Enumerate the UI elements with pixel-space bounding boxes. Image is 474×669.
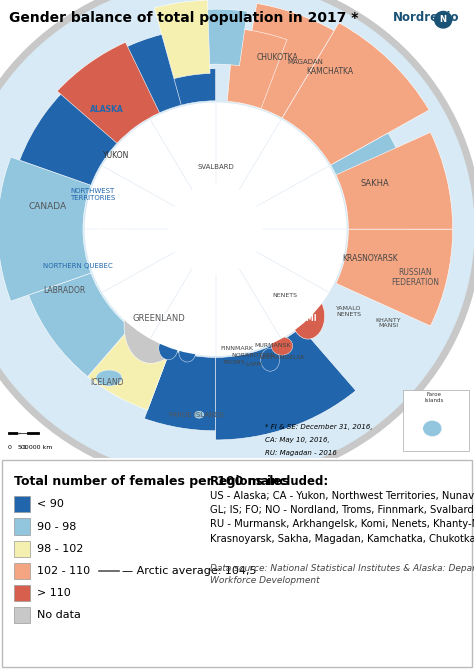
Text: MURMANSK: MURMANSK: [254, 343, 291, 349]
Text: Data source: National Statistical Institutes & Alaska: Department of Labor and: Data source: National Statistical Instit…: [210, 563, 474, 573]
Text: FINNMARK: FINNMARK: [220, 346, 254, 351]
Text: YUKON: YUKON: [103, 151, 129, 161]
Text: Faroe
Islands: Faroe Islands: [424, 392, 443, 403]
Text: 102 - 110: 102 - 110: [37, 566, 90, 575]
Text: Krasnoyarsk, Sakha, Magadan, Kamchatka, Chukotka.: Krasnoyarsk, Sakha, Magadan, Kamchatka, …: [210, 534, 474, 543]
Text: RU: Magadan - 2016: RU: Magadan - 2016: [265, 450, 337, 456]
Text: CANADA: CANADA: [28, 202, 66, 211]
Wedge shape: [336, 132, 453, 229]
Text: > 110: > 110: [37, 588, 71, 597]
Ellipse shape: [284, 284, 303, 302]
Text: TROMS: TROMS: [223, 359, 246, 365]
Bar: [14, 518, 30, 535]
Text: Regions included:: Regions included:: [210, 475, 328, 488]
Circle shape: [0, 0, 474, 479]
Wedge shape: [159, 69, 216, 108]
Text: SAKHA: SAKHA: [360, 179, 389, 188]
FancyBboxPatch shape: [2, 460, 472, 667]
Bar: [14, 585, 30, 601]
Circle shape: [435, 11, 452, 28]
Text: KOMI: KOMI: [294, 314, 317, 323]
Text: Gender balance of total population in 2017 *: Gender balance of total population in 20…: [9, 11, 359, 25]
Wedge shape: [145, 350, 216, 431]
Ellipse shape: [261, 349, 280, 371]
Text: and Chukotka - 2012: and Chukotka - 2012: [265, 462, 339, 468]
Text: GL; IS; FO; NO - Nordland, Troms, Finnmark, Svalbard; SE - Norrbotten; FI - Lapp: GL; IS; FO; NO - Nordland, Troms, Finnma…: [210, 506, 474, 515]
Text: NORTHWEST
TERRITORIES: NORTHWEST TERRITORIES: [70, 188, 115, 201]
Wedge shape: [196, 9, 247, 66]
FancyBboxPatch shape: [403, 389, 469, 452]
Ellipse shape: [292, 293, 325, 339]
Bar: [14, 541, 30, 557]
Wedge shape: [118, 34, 182, 116]
Text: 1 000 km: 1 000 km: [23, 444, 53, 450]
Bar: [14, 496, 30, 512]
Wedge shape: [20, 75, 130, 185]
Text: GREENLAND: GREENLAND: [132, 314, 185, 323]
Ellipse shape: [423, 420, 442, 436]
Text: KRASNOYARSK: KRASNOYARSK: [342, 254, 398, 264]
Wedge shape: [336, 229, 453, 326]
Text: 98 - 102: 98 - 102: [37, 544, 83, 553]
Circle shape: [0, 0, 474, 486]
Ellipse shape: [96, 370, 122, 386]
Text: KAMCHATKA: KAMCHATKA: [306, 66, 353, 76]
Wedge shape: [346, 197, 405, 261]
Text: ALASKA: ALASKA: [90, 106, 124, 114]
Wedge shape: [227, 28, 287, 108]
Text: NENETS: NENETS: [272, 293, 297, 298]
Wedge shape: [155, 0, 210, 79]
Text: N: N: [440, 15, 447, 24]
Text: NUNAVUT: NUNAVUT: [95, 225, 132, 233]
Text: ICELAND: ICELAND: [90, 378, 123, 387]
Circle shape: [85, 103, 346, 355]
Text: YAMALO
NENETS: YAMALO NENETS: [336, 306, 361, 317]
Text: CA: May 10, 2016,: CA: May 10, 2016,: [265, 437, 330, 443]
Wedge shape: [28, 273, 130, 377]
Wedge shape: [100, 61, 182, 131]
Text: — Arctic average: 104,5: — Arctic average: 104,5: [122, 566, 256, 575]
Text: CHUKOTKA: CHUKOTKA: [256, 53, 298, 62]
Wedge shape: [282, 23, 429, 165]
Text: 500: 500: [18, 444, 29, 450]
Text: LABRADOR: LABRADOR: [43, 286, 85, 296]
Text: 0: 0: [8, 444, 11, 450]
Text: Nordregio: Nordregio: [393, 11, 460, 25]
Wedge shape: [216, 327, 356, 440]
Text: LAPPI: LAPPI: [245, 362, 262, 367]
Wedge shape: [57, 42, 160, 143]
Text: NORTHERN QUEBEC: NORTHERN QUEBEC: [43, 263, 113, 269]
Text: < 90: < 90: [37, 500, 64, 509]
Text: KHANTY
MANSI: KHANTY MANSI: [376, 318, 401, 328]
Text: Total number of females per 100 males: Total number of females per 100 males: [14, 475, 289, 488]
Ellipse shape: [124, 264, 193, 363]
Ellipse shape: [159, 337, 178, 360]
Wedge shape: [330, 133, 412, 207]
Ellipse shape: [271, 337, 292, 355]
Text: No data: No data: [37, 610, 81, 619]
Text: MAGADAN: MAGADAN: [288, 59, 324, 65]
Text: RU - Murmansk, Arkhangelsk, Komi, Nenets, Khanty-Mansi, Yamalo-Nenets,: RU - Murmansk, Arkhangelsk, Komi, Nenets…: [210, 519, 474, 529]
Ellipse shape: [194, 411, 204, 418]
Ellipse shape: [207, 163, 219, 172]
Bar: [14, 563, 30, 579]
Text: SVALBARD: SVALBARD: [197, 165, 234, 171]
Bar: [14, 607, 30, 623]
Text: Workforce Development: Workforce Development: [210, 575, 319, 585]
Text: FAROE ISLANDS: FAROE ISLANDS: [169, 411, 224, 417]
Text: RUSSIAN
FEDERATION: RUSSIAN FEDERATION: [391, 268, 439, 287]
Wedge shape: [239, 3, 334, 118]
Wedge shape: [88, 327, 170, 410]
Text: ARKHANGELSK: ARKHANGELSK: [259, 355, 305, 360]
Text: * FI & SE: December 31, 2016,: * FI & SE: December 31, 2016,: [265, 424, 373, 430]
Text: US - Alaska; CA - Yukon, Northwest Territories, Nunavut, Northern Quebec, Labrad: US - Alaska; CA - Yukon, Northwest Terri…: [210, 491, 474, 501]
Text: 90 - 98: 90 - 98: [37, 522, 76, 531]
Wedge shape: [0, 157, 91, 301]
Ellipse shape: [179, 344, 195, 362]
Text: NORRBOTTEN: NORRBOTTEN: [232, 353, 275, 358]
